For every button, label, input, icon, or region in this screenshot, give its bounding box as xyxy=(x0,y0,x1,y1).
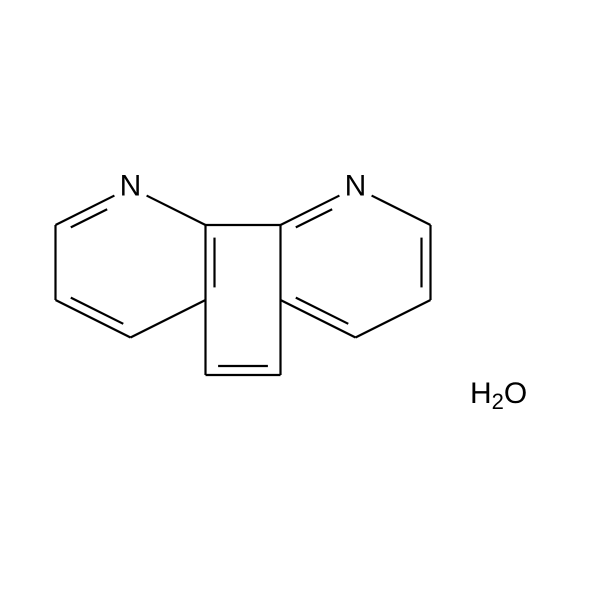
bond-line xyxy=(296,209,332,227)
atom-label-n: N xyxy=(120,169,142,202)
bond-line xyxy=(356,300,431,338)
bond-line xyxy=(71,209,107,227)
atom-label-n: N xyxy=(345,169,367,202)
bond-line xyxy=(281,300,356,338)
hydrate-sub-2: 2 xyxy=(492,389,504,414)
bond-line xyxy=(56,300,131,338)
hydrate-H: H xyxy=(470,377,492,410)
hydrate-O: O xyxy=(504,377,527,410)
chemical-diagram: N N H2O xyxy=(0,0,600,600)
bond-line xyxy=(147,196,206,225)
hydrate-label: H2O xyxy=(470,377,527,414)
bond-line xyxy=(372,196,431,225)
bond-line xyxy=(131,300,206,338)
